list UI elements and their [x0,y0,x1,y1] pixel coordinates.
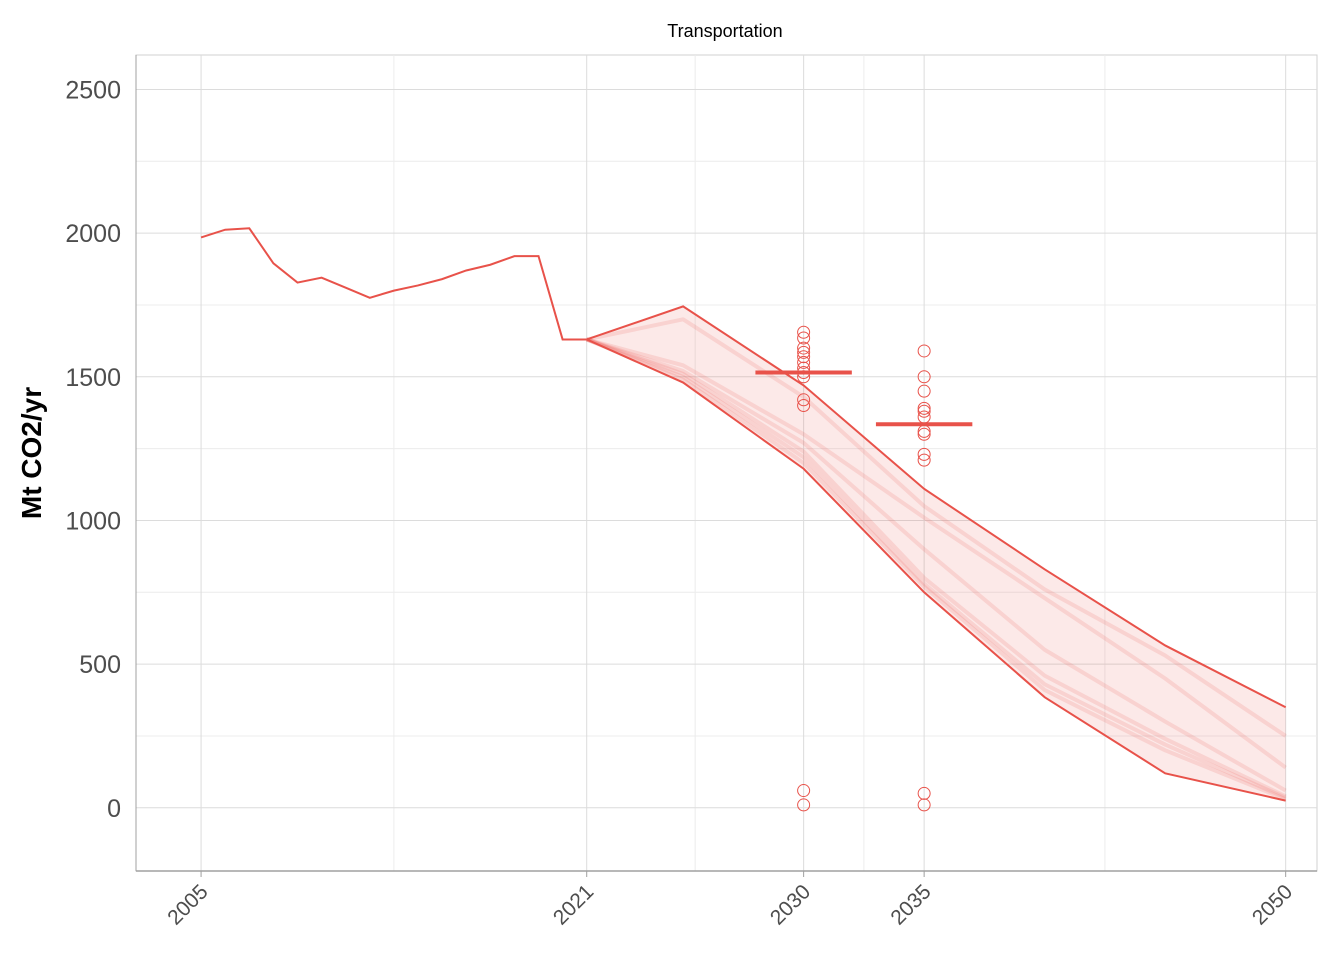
data-point [797,784,811,798]
data-point [797,798,811,812]
data-point [917,401,931,415]
data-point [917,786,931,800]
data-point [917,344,931,358]
data-point [917,370,931,384]
axis-layer: 0 500 1000 1500 2000 2500 2005 2021 2030 2035 2050 [65,55,1317,930]
y-tick-label: 0 [107,795,121,823]
data-point [797,350,811,364]
data-point [797,355,811,369]
line-layer [200,227,1287,802]
scenario-line [585,337,1287,802]
y-tick-label: 2000 [65,220,121,248]
data-point [917,453,931,467]
data-point [797,331,811,345]
band-layer [586,306,1286,801]
x-tick-label: 2035 [886,880,935,929]
median-layer [755,370,973,427]
data-point [797,345,811,359]
y-axis-label: Mt CO2/yr [16,387,47,519]
data-point [917,404,931,418]
y-tick-label: 2500 [65,76,121,104]
data-point [917,447,931,461]
data-point [797,399,811,413]
scenario-layer [585,317,1287,802]
y-tick-label: 500 [79,651,121,679]
band-upper-line [586,305,1287,709]
x-tick-label: 2021 [549,880,598,929]
data-point [797,325,811,339]
y-tick-label: 1000 [65,507,121,535]
historical-line [200,227,587,341]
data-point [797,393,811,407]
x-tick-label: 2030 [766,880,815,929]
scenario-line [585,337,1287,800]
scenario-line [586,337,1287,770]
band-lower-line [586,338,1286,802]
scenario-line [586,317,1287,738]
projection-band [586,306,1286,801]
y-tick-label: 1500 [65,364,121,392]
x-tick-label: 2005 [163,880,212,929]
data-point [917,384,931,398]
data-point [917,798,931,812]
scenario-line [586,337,1287,799]
chart-title: Transportation [667,21,782,41]
scenario-line [586,337,1287,793]
data-point [797,341,811,355]
data-point [917,427,931,441]
x-tick-label: 2050 [1248,880,1297,929]
